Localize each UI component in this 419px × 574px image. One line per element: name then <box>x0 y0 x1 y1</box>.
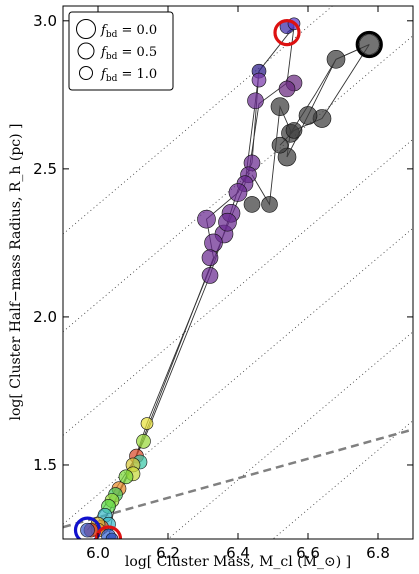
y-tick-label: 2.0 <box>33 308 57 326</box>
x-tick-label: 6.4 <box>226 544 250 562</box>
legend-subscript: bd <box>106 30 118 40</box>
data-point <box>201 249 219 266</box>
legend-marker-small <box>79 66 93 80</box>
data-point <box>201 267 219 284</box>
x-tick-label: 6.8 <box>366 544 390 562</box>
data-point <box>118 469 134 485</box>
legend-subscript: bd <box>106 74 118 84</box>
dotted-reference-line <box>63 227 413 525</box>
legend: fbd = 0.0 fbd = 0.5 fbd = 1.0 <box>68 11 174 91</box>
legend-entry-3: fbd = 1.0 <box>100 67 157 84</box>
data-point <box>80 522 95 538</box>
x-tick-label: 6.0 <box>86 544 110 562</box>
legend-label-3: 1.0 <box>137 67 158 82</box>
data-point <box>247 92 264 110</box>
data-point <box>136 433 151 449</box>
x-tick-label: 6.2 <box>156 544 180 562</box>
data-point <box>270 97 290 116</box>
data-point <box>358 34 380 55</box>
data-point <box>204 233 223 253</box>
data-point <box>228 183 248 202</box>
legend-label-1: 0.0 <box>137 23 158 38</box>
legend-entry-2: fbd = 0.5 <box>100 45 157 62</box>
dotted-reference-line <box>63 138 413 436</box>
legend-marker-large <box>76 19 96 39</box>
highlight-ring <box>355 30 383 59</box>
plot-area <box>63 6 413 539</box>
y-tick-label: 3.0 <box>33 12 57 30</box>
x-axis-label: log[ Cluster Mass, M_cl (M_⊙) ] <box>125 554 351 570</box>
y-tick-label: 1.5 <box>33 456 57 474</box>
legend-symbol: f <box>100 23 108 38</box>
data-point <box>326 49 346 69</box>
legend-label-2: 0.5 <box>137 45 158 60</box>
y-axis-label: log[ Cluster Half−mass Radius, R_h (pc) … <box>8 123 24 420</box>
track-line <box>97 26 295 531</box>
data-point <box>261 196 278 213</box>
y-tick-label: 2.5 <box>33 160 57 178</box>
data-point <box>197 209 216 229</box>
data-point <box>271 136 289 154</box>
dotted-reference-line <box>63 6 334 235</box>
data-point <box>278 80 296 98</box>
data-point <box>218 212 237 232</box>
legend-subscript: bd <box>106 52 118 62</box>
data-point <box>243 196 261 213</box>
legend-symbol: f <box>100 67 108 82</box>
dashed-reference-line <box>63 428 413 529</box>
highlight-ring <box>94 525 123 539</box>
legend-marker-medium <box>77 42 95 60</box>
data-point <box>105 532 119 539</box>
data-point <box>298 106 318 125</box>
x-tick-label: 6.6 <box>296 544 320 562</box>
dotted-reference-line <box>63 35 413 333</box>
legend-symbol: f <box>100 45 108 60</box>
legend-entry-1: fbd = 0.0 <box>100 23 157 40</box>
data-point <box>140 417 154 430</box>
highlight-ring <box>273 19 301 47</box>
axes: 6.0 6.2 6.4 6.6 6.8 1.5 2.0 2.5 3.0 <box>33 6 413 562</box>
data-point <box>285 122 303 139</box>
data-point <box>251 72 267 88</box>
